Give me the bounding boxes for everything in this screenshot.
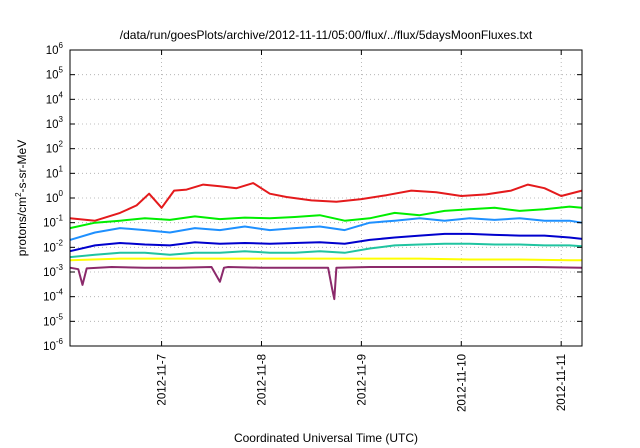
y-axis-label-suffix: -s-sr-MeV [15, 140, 29, 193]
y-axis-label-prefix: protons/cm [15, 197, 29, 256]
y-tick-label: 10-5 [43, 312, 63, 328]
y-tick-label: 102 [46, 140, 64, 156]
y-tick-label: 100 [46, 189, 64, 205]
y-tick-label: 105 [46, 66, 64, 82]
y-tick-label: 10-1 [43, 214, 63, 230]
grid [70, 50, 582, 346]
series-group [69, 182, 583, 301]
x-tick-label: 2012-11-11 [556, 354, 568, 411]
series-line-1 [69, 182, 583, 222]
y-tick-label: 10-4 [43, 288, 63, 304]
x-tick-label: 2012-11-8 [256, 354, 268, 406]
series-line-7 [69, 266, 583, 301]
series-line-2 [69, 205, 583, 230]
series-line-6 [69, 257, 582, 262]
y-tick-label: 104 [46, 90, 64, 106]
y-tick-label: 10-2 [43, 238, 63, 254]
x-tick-label: 2012-11-7 [157, 354, 169, 406]
x-tick-label: 2012-11-10 [456, 354, 468, 412]
y-axis: 10-6 10-5 10-4 10-3 10-2 10-1 100 101 102 103 104 1… [43, 41, 582, 353]
x-tick-label: 2012-11-9 [356, 354, 368, 406]
chart-title: /data/run/goesPlots/archive/2012-11-11/0… [120, 28, 533, 42]
y-tick-label: 106 [46, 41, 64, 57]
y-tick-label: 10-6 [43, 337, 63, 353]
y-axis-label: protons/cm2-s-sr-MeV [14, 140, 29, 256]
x-axis-label: Coordinated Universal Time (UTC) [234, 431, 418, 445]
series-line-4 [69, 232, 583, 253]
y-axis-label-sup: 2 [14, 192, 23, 197]
series-line-3 [69, 217, 583, 241]
y-tick-label: 10-3 [43, 263, 63, 279]
y-tick-label: 103 [46, 115, 64, 131]
series-line-5 [69, 242, 583, 259]
x-axis: 2012-11-7 2012-11-8 2012-11-9 2012-11-10 201… [157, 50, 568, 412]
y-tick-label: 101 [46, 164, 64, 180]
